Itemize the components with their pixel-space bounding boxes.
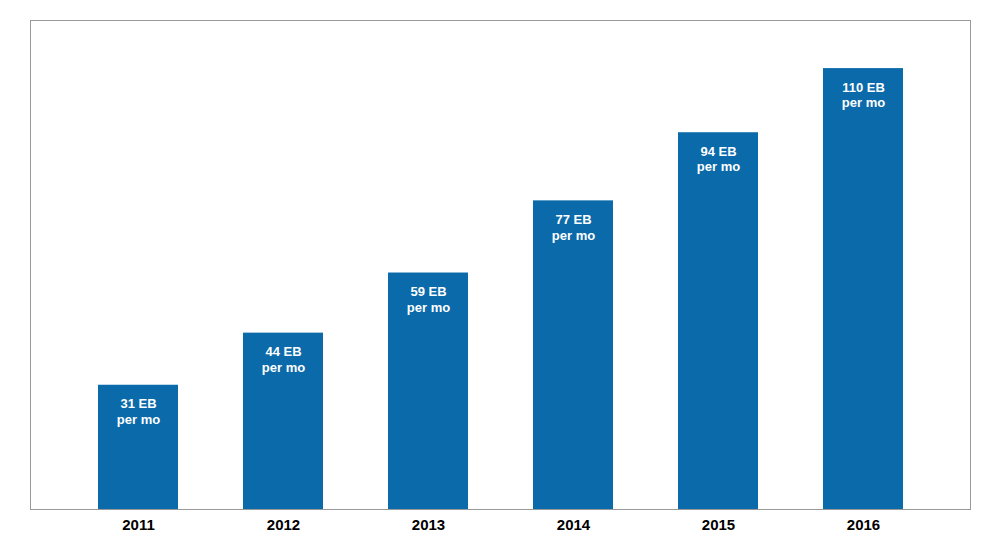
svg-text:2016: 2016 xyxy=(847,516,880,533)
svg-text:31 EBper mo: 31 EBper mo xyxy=(117,396,160,427)
svg-text:2014: 2014 xyxy=(557,516,591,533)
svg-text:2012: 2012 xyxy=(267,516,300,533)
svg-text:2013: 2013 xyxy=(412,516,445,533)
svg-text:2011: 2011 xyxy=(122,516,155,533)
svg-text:2015: 2015 xyxy=(702,516,735,533)
svg-text:59 EBper mo: 59 EBper mo xyxy=(407,284,450,315)
svg-text:77 EBper mo: 77 EBper mo xyxy=(552,212,595,243)
svg-text:94 EBper mo: 94 EBper mo xyxy=(697,144,740,175)
svg-text:110 EBper mo: 110 EBper mo xyxy=(842,80,885,111)
svg-text:44 EBper mo: 44 EBper mo xyxy=(262,344,305,375)
